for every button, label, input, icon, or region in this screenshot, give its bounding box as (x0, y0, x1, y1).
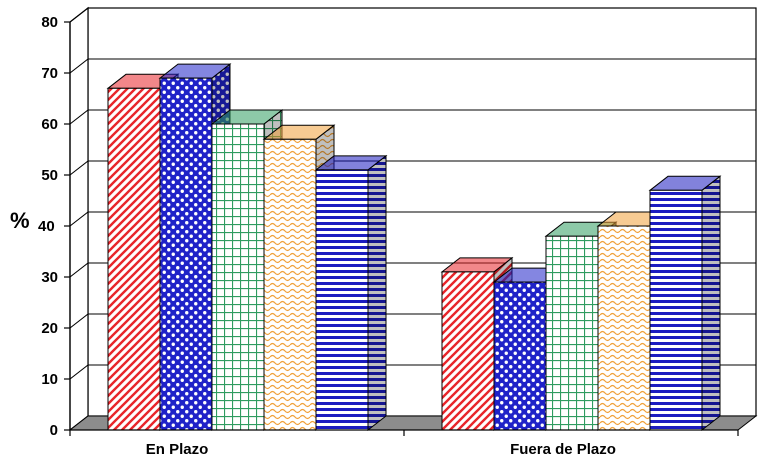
x-category-label: En Plazo (146, 441, 209, 458)
y-tick-label: 80 (41, 14, 58, 31)
bar-front (211, 123, 265, 431)
y-tick-label: 0 (50, 422, 58, 439)
gridline (69, 262, 756, 278)
bar-front (649, 189, 703, 431)
bar-front (107, 87, 161, 431)
gridline (69, 58, 756, 74)
y-tick-label: 30 (41, 269, 58, 286)
x-category-label: Fuera de Plazo (510, 441, 616, 458)
y-tick-label: 50 (41, 167, 58, 184)
y-tick-label: 10 (41, 371, 58, 388)
y-tick-label: 70 (41, 65, 58, 82)
gridline (69, 109, 756, 125)
y-tick-label: 40 (38, 218, 55, 235)
labels: 0 10 20 30 40 50 60 70 80 En Plazo Fuera de Plazo (38, 14, 616, 458)
bar-front (597, 225, 651, 431)
gridline (69, 211, 756, 227)
y-tick-label: 20 (41, 320, 58, 337)
bar-side-shade (368, 155, 386, 430)
gridlines (69, 7, 756, 380)
bar-front (441, 271, 495, 431)
bar-front (263, 138, 317, 431)
bars (106, 63, 722, 432)
bar-front (545, 235, 599, 431)
bar-front (493, 281, 547, 431)
bar-front (315, 169, 369, 431)
bar (648, 175, 722, 432)
bar (314, 154, 388, 432)
y-tick-label: 60 (41, 116, 58, 133)
axes (64, 21, 739, 436)
gridline (69, 7, 756, 23)
y-axis-title: % (10, 208, 30, 233)
bar-side-shade (702, 176, 720, 430)
bar-front (159, 77, 213, 431)
gridline (69, 160, 756, 176)
